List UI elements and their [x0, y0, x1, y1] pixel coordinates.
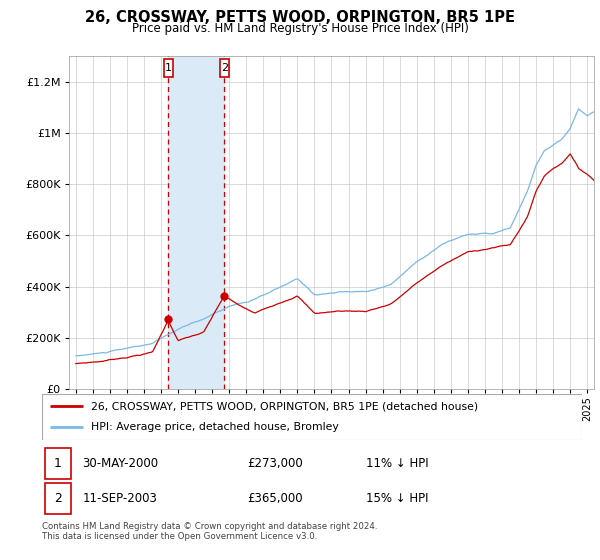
Text: Price paid vs. HM Land Registry's House Price Index (HPI): Price paid vs. HM Land Registry's House … [131, 22, 469, 35]
Text: 30-MAY-2000: 30-MAY-2000 [83, 457, 158, 470]
FancyBboxPatch shape [220, 59, 229, 77]
Text: 11-SEP-2003: 11-SEP-2003 [83, 492, 157, 505]
Bar [168, 56, 224, 389]
Text: Contains HM Land Registry data © Crown copyright and database right 2024.
This d: Contains HM Land Registry data © Crown c… [42, 522, 377, 542]
FancyBboxPatch shape [45, 448, 71, 479]
FancyBboxPatch shape [45, 483, 71, 514]
Text: 11% ↓ HPI: 11% ↓ HPI [366, 457, 428, 470]
Text: 15% ↓ HPI: 15% ↓ HPI [366, 492, 428, 505]
Text: 26, CROSSWAY, PETTS WOOD, ORPINGTON, BR5 1PE (detached house): 26, CROSSWAY, PETTS WOOD, ORPINGTON, BR5… [91, 401, 478, 411]
Text: 26, CROSSWAY, PETTS WOOD, ORPINGTON, BR5 1PE: 26, CROSSWAY, PETTS WOOD, ORPINGTON, BR5… [85, 10, 515, 25]
FancyBboxPatch shape [42, 394, 582, 440]
Text: £365,000: £365,000 [247, 492, 303, 505]
Text: 1: 1 [165, 63, 172, 73]
Text: 2: 2 [221, 63, 228, 73]
Text: 2: 2 [54, 492, 62, 505]
FancyBboxPatch shape [164, 59, 173, 77]
Text: £273,000: £273,000 [247, 457, 303, 470]
Text: 1: 1 [54, 457, 62, 470]
Text: HPI: Average price, detached house, Bromley: HPI: Average price, detached house, Brom… [91, 422, 338, 432]
